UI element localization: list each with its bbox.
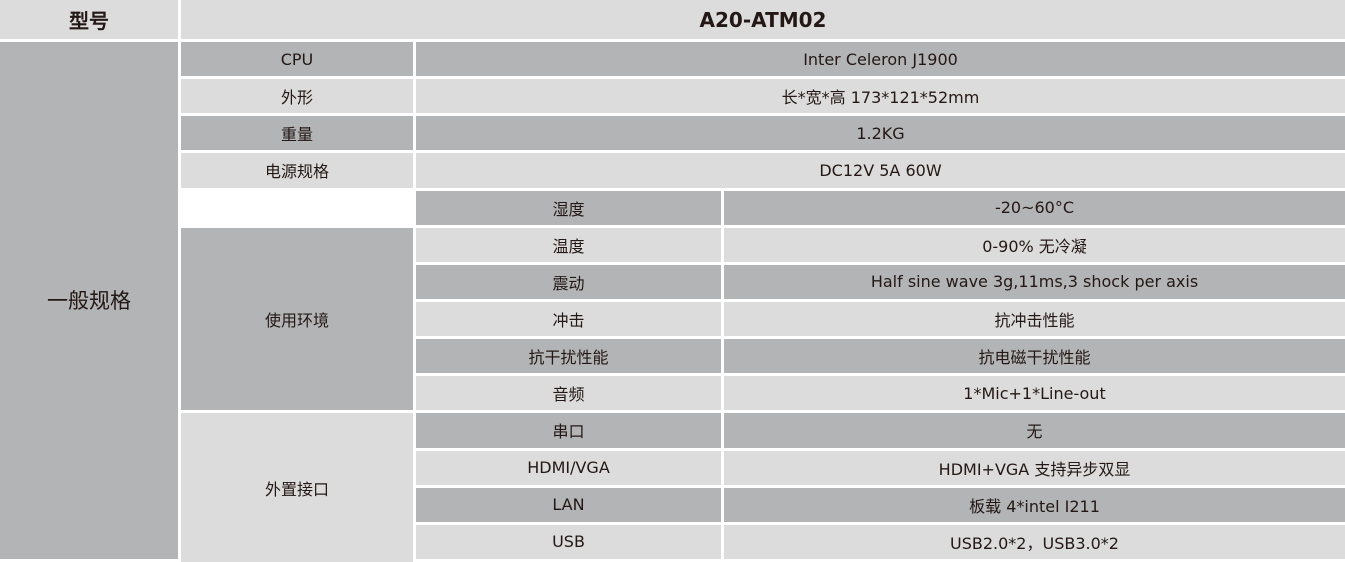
spec-value: 1.2KG (416, 116, 1345, 151)
spec-value: 1*Mic+1*Line-out (724, 376, 1345, 411)
spec-name: HDMI/VGA (416, 450, 721, 485)
spec-name: 抗干扰性能 (416, 339, 721, 374)
spec-name: 音频 (416, 376, 721, 411)
spec-value: DC12V 5A 60W (416, 153, 1345, 188)
group-interfaces: 外置接口 (181, 413, 413, 562)
group-general: 一般规格 (0, 42, 178, 559)
spec-value: Half sine wave 3g,11ms,3 shock per axis (724, 264, 1345, 299)
spec-name: 重量 (181, 116, 413, 151)
spec-value: HDMI+VGA 支持异步双显 (724, 450, 1345, 485)
spec-name: 震动 (416, 264, 721, 299)
spec-value: 板载 4*intel I211 (724, 487, 1345, 522)
spec-value: 抗冲击性能 (724, 301, 1345, 337)
spec-name: LAN (416, 487, 721, 522)
spec-name: CPU (181, 42, 413, 77)
spec-value: Inter Celeron J1900 (416, 42, 1345, 77)
spec-name: 冲击 (416, 301, 721, 337)
group-environment: 使用环境 (181, 227, 413, 411)
spec-name: 外形 (181, 79, 413, 114)
spec-value: 0-90% 无冷凝 (724, 227, 1345, 262)
spec-name: 串口 (416, 413, 721, 448)
spec-value: -20~60°C (724, 190, 1345, 225)
spec-name: 温度 (416, 227, 721, 262)
spec-value: USB2.0*2，USB3.0*2 (724, 524, 1345, 559)
spec-value: 抗电磁干扰性能 (724, 339, 1345, 374)
header-label: 型号 (0, 0, 178, 39)
spec-value: 长*宽*高 173*121*52mm (416, 79, 1345, 114)
spec-name: USB (416, 524, 721, 559)
spec-value: 无 (724, 413, 1345, 448)
spec-name: 电源规格 (181, 153, 413, 188)
spec-name: 湿度 (416, 190, 721, 225)
header-model: A20-ATM02 (181, 0, 1345, 39)
